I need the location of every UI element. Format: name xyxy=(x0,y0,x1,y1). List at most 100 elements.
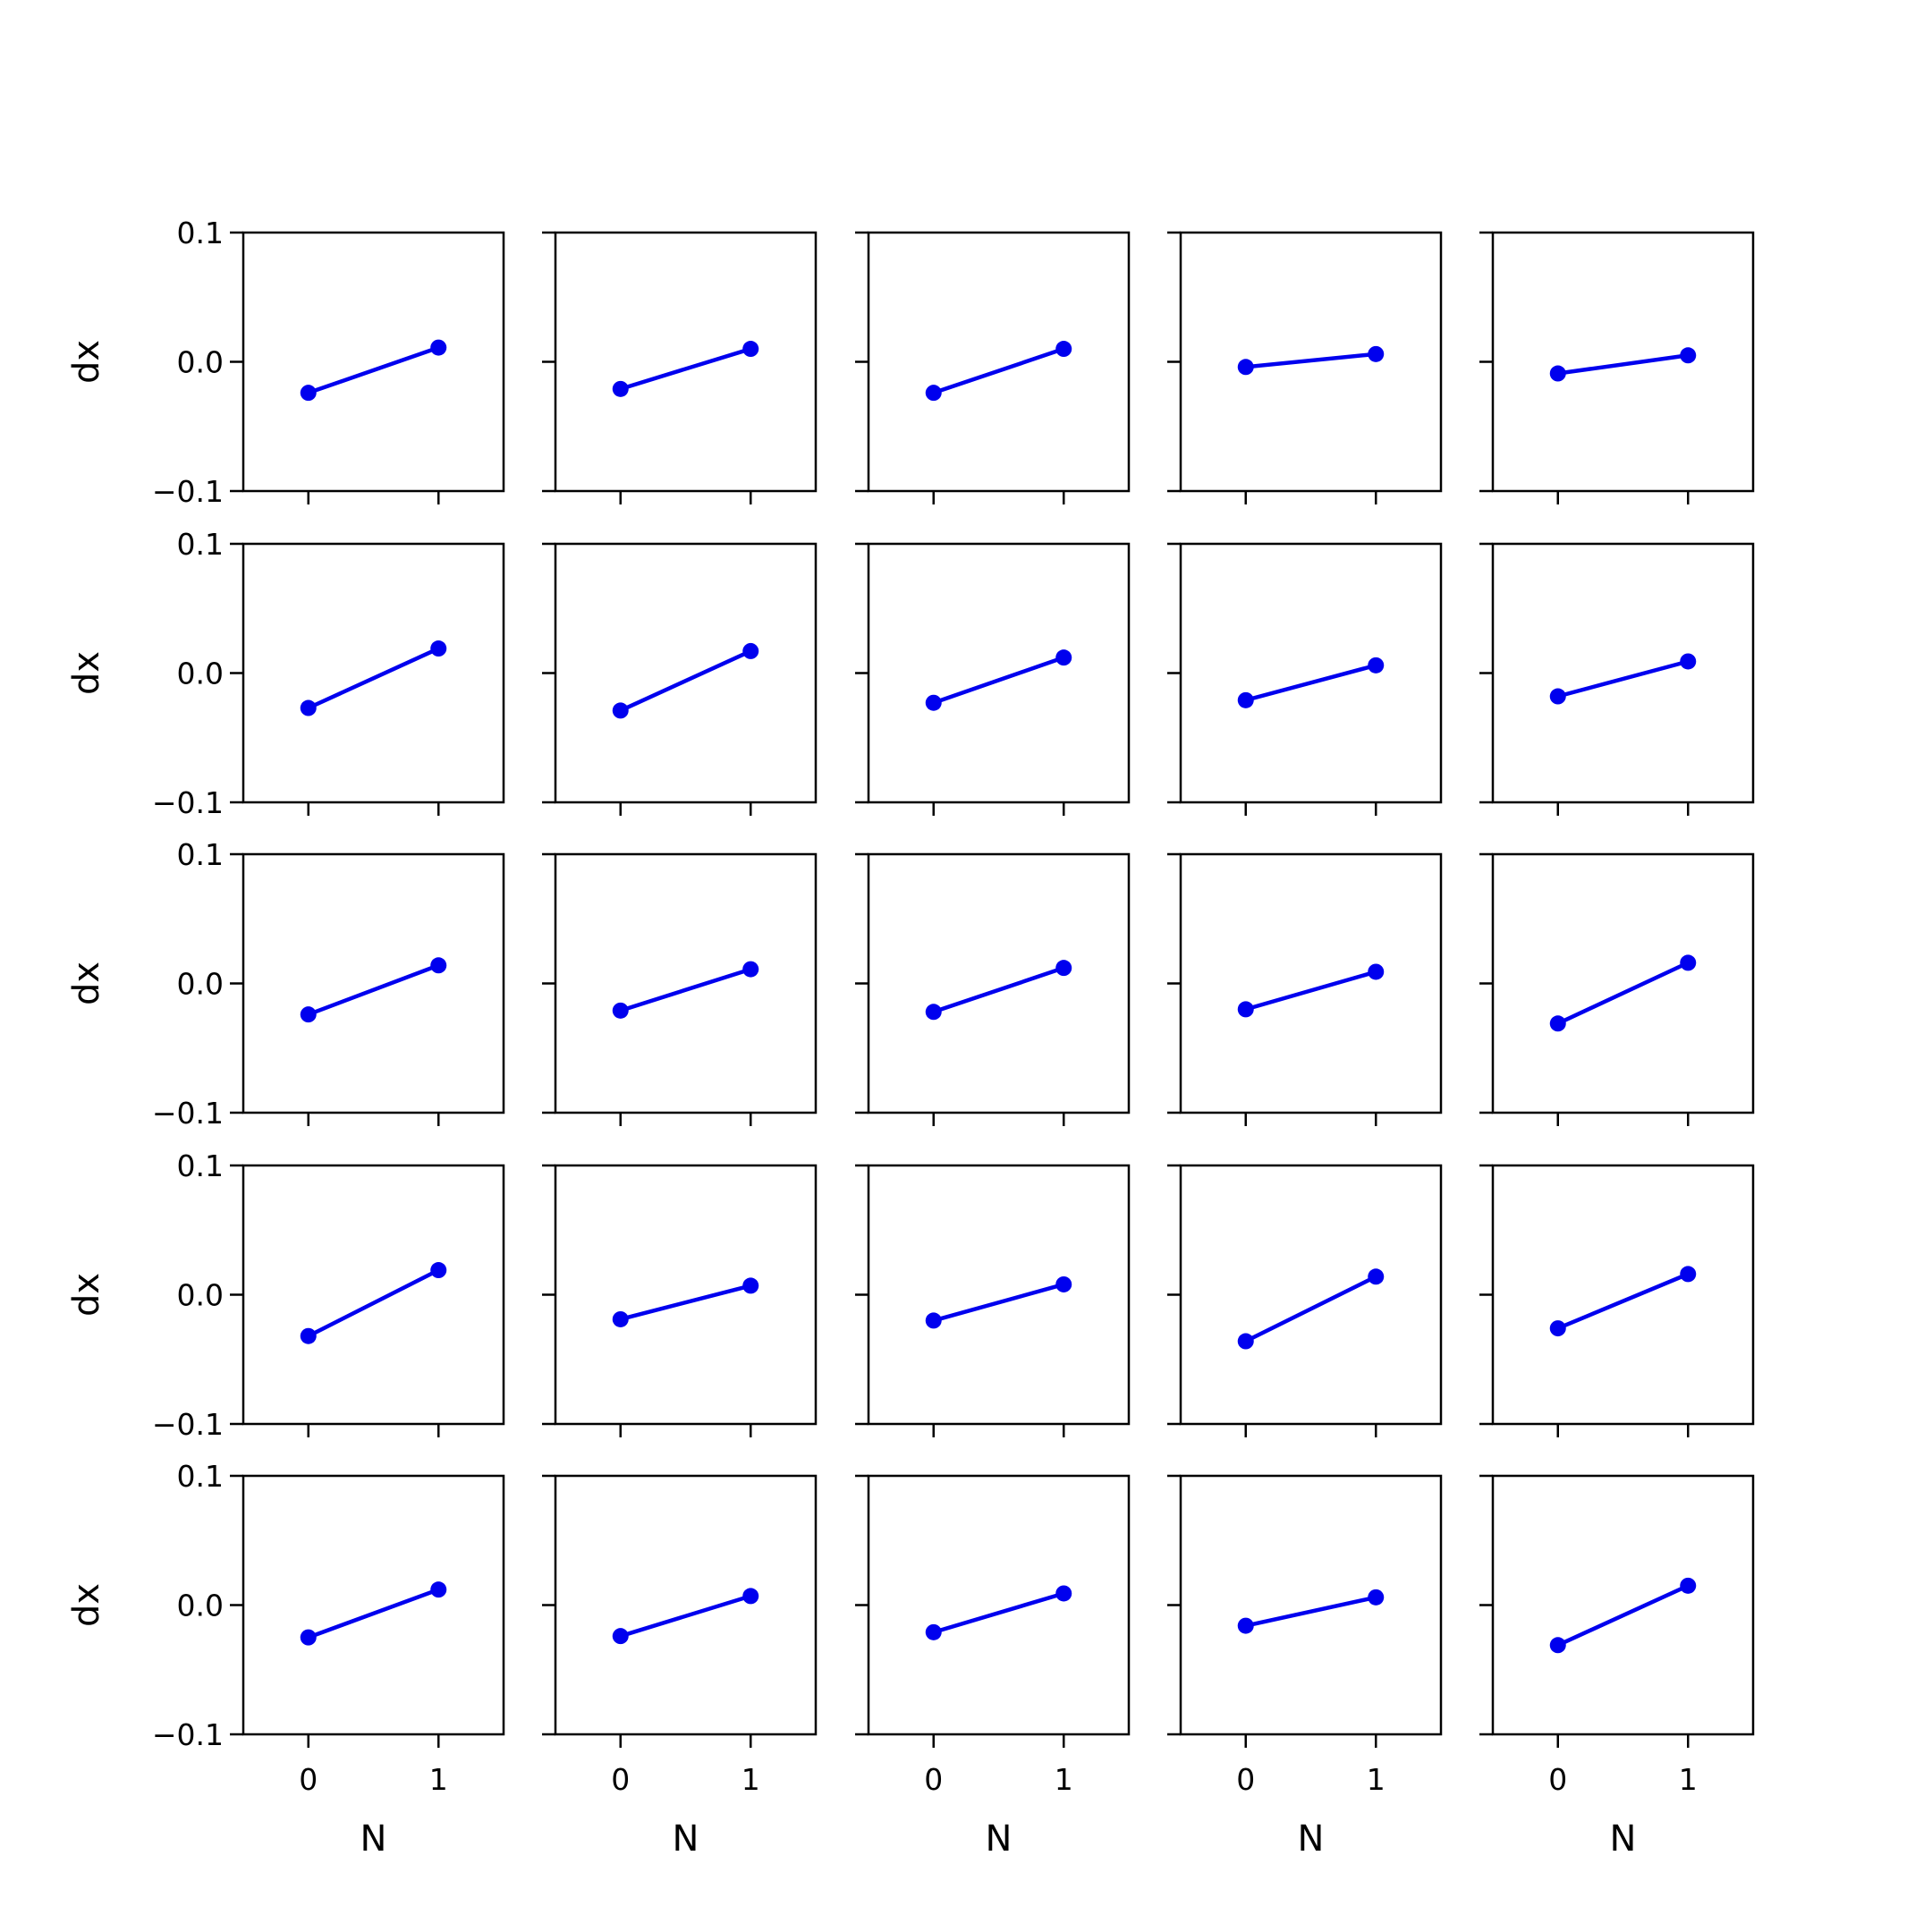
plot-frame xyxy=(242,852,505,1114)
y-axis-label: dx xyxy=(66,962,107,1005)
series-line xyxy=(306,646,441,710)
series-line xyxy=(931,655,1066,705)
subplot-r4-c2 xyxy=(542,1164,818,1437)
data-point xyxy=(1549,1637,1566,1654)
subplot-r2-c5 xyxy=(1479,542,1755,816)
subplot-r1-c2 xyxy=(542,231,818,504)
subplot-r3-c2 xyxy=(542,852,818,1126)
x-axis-label: N xyxy=(673,1818,699,1860)
subplot-r5-c1: 0.1 0.0 −0.1 0 1 dx N xyxy=(66,1459,505,1860)
series-line xyxy=(618,346,753,392)
x-tick-label: 1 xyxy=(429,1762,448,1797)
plot-frame xyxy=(1179,1164,1443,1426)
y-tick-label: −0.1 xyxy=(152,1717,224,1752)
plot-frame xyxy=(242,1474,505,1736)
y-tick-label: 0.0 xyxy=(177,657,224,691)
y-tick-label: −0.1 xyxy=(152,1407,224,1442)
data-point xyxy=(300,699,317,716)
data-point xyxy=(1237,691,1254,708)
series-line xyxy=(1555,961,1690,1026)
y-tick-label: 0.0 xyxy=(177,967,224,1002)
y-axis-label: dx xyxy=(66,1273,107,1317)
y-tick-label: 0.0 xyxy=(177,1589,224,1623)
y-tick-label: 0.1 xyxy=(177,1148,224,1183)
y-tick-label: 0.1 xyxy=(177,216,224,250)
data-point xyxy=(1549,1320,1566,1337)
series-line xyxy=(1243,352,1378,369)
y-axis-label: dx xyxy=(66,651,107,695)
series-line xyxy=(931,1591,1066,1635)
subplot-r5-c5: 0 1 N xyxy=(1479,1474,1755,1860)
series-line xyxy=(931,965,1066,1014)
data-point xyxy=(742,341,759,358)
data-point xyxy=(612,380,629,397)
subplot-r2-c3 xyxy=(855,542,1131,816)
data-point xyxy=(612,1002,629,1019)
plot-frame xyxy=(867,852,1131,1114)
y-tick-label: 0.0 xyxy=(177,1278,224,1313)
plot-frame xyxy=(242,542,505,804)
series-line xyxy=(306,345,441,395)
subplot-r3-c1: 0.1 0.0 −0.1 dx xyxy=(66,837,505,1131)
x-tick-label: 0 xyxy=(611,1762,630,1797)
data-point xyxy=(1368,345,1385,362)
data-point xyxy=(742,961,759,978)
data-point xyxy=(925,1004,942,1021)
plot-frame xyxy=(554,1474,818,1736)
plot-frame xyxy=(1179,1474,1443,1736)
x-tick-label: 0 xyxy=(924,1762,943,1797)
data-point xyxy=(1055,649,1072,666)
data-point xyxy=(1237,1001,1254,1018)
data-point xyxy=(925,1623,942,1640)
subplot-r3-c4 xyxy=(1167,852,1443,1126)
plot-frame xyxy=(242,1164,505,1426)
series-line xyxy=(618,648,753,713)
data-point xyxy=(1549,688,1566,705)
subplot-r1-c4 xyxy=(1167,231,1443,504)
data-point xyxy=(742,1277,759,1294)
plot-frame xyxy=(867,1474,1131,1736)
data-point xyxy=(1368,1589,1385,1606)
plot-frame xyxy=(867,231,1131,493)
subplot-r5-c4: 0 1 N xyxy=(1167,1474,1443,1860)
data-point xyxy=(1055,341,1072,358)
subplot-r5-c3: 0 1 N xyxy=(855,1474,1131,1860)
data-point xyxy=(430,1262,447,1279)
series-line xyxy=(306,1587,441,1640)
series-line xyxy=(618,1284,753,1322)
y-tick-label: 0.1 xyxy=(177,527,224,562)
data-point xyxy=(742,1588,759,1605)
data-point xyxy=(925,385,942,402)
subplot-r4-c5 xyxy=(1479,1164,1755,1437)
x-tick-label: 0 xyxy=(1236,1762,1255,1797)
plot-frame xyxy=(554,852,818,1114)
y-axis-label: dx xyxy=(66,1583,107,1627)
data-point xyxy=(925,694,942,711)
data-point xyxy=(612,1628,629,1645)
x-tick-label: 1 xyxy=(741,1762,760,1797)
plot-frame xyxy=(554,1164,818,1426)
y-tick-label: −0.1 xyxy=(152,474,224,509)
data-point xyxy=(430,957,447,974)
y-tick-label: 0.0 xyxy=(177,345,224,380)
data-point xyxy=(1368,963,1385,980)
data-point xyxy=(1055,1585,1072,1602)
x-axis-label: N xyxy=(360,1818,387,1860)
plot-frame xyxy=(1491,231,1755,493)
plot-frame xyxy=(1491,1164,1755,1426)
subplot-r3-c5 xyxy=(1479,852,1755,1126)
subplot-r2-c4 xyxy=(1167,542,1443,816)
x-tick-label: 1 xyxy=(1055,1762,1073,1797)
data-point xyxy=(612,702,629,719)
data-point xyxy=(1237,359,1254,376)
plot-frame xyxy=(1491,852,1755,1114)
x-tick-label: 0 xyxy=(299,1762,318,1797)
series-line xyxy=(618,1594,753,1639)
y-tick-label: −0.1 xyxy=(152,785,224,820)
data-point xyxy=(1368,657,1385,674)
data-point xyxy=(1549,1015,1566,1032)
data-point xyxy=(612,1310,629,1327)
data-point xyxy=(1680,1577,1697,1594)
plot-frame xyxy=(1491,542,1755,804)
data-point xyxy=(1549,365,1566,382)
